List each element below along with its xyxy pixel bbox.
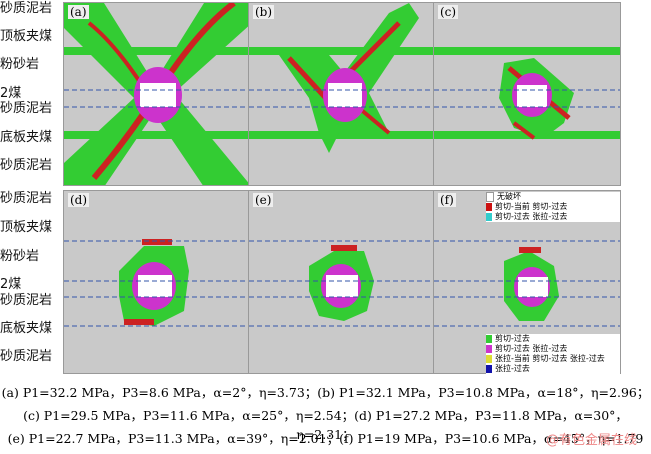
- panel-b-plot: [249, 3, 435, 153]
- panel-b: (b): [248, 2, 436, 186]
- panel-c: (c): [433, 2, 621, 186]
- caption-line-2: (c) P1=29.5 MPa，P3=11.6 MPa，α=25°，η=2.54…: [23, 408, 628, 442]
- stratum-label: 砂质泥岩: [0, 349, 53, 364]
- legend-item: 剪切-过去: [486, 334, 620, 344]
- legend-swatch: [486, 355, 492, 363]
- legend-label: 剪切-当前 剪切-过去: [495, 202, 568, 211]
- legend-swatch: [486, 335, 492, 343]
- stratum-label: 粉砂岩: [0, 57, 40, 72]
- stratum-label: 2煤: [0, 277, 22, 292]
- panel-tag: (e): [253, 193, 274, 207]
- panel-d-plot: [64, 239, 250, 327]
- legend-label: 张拉-当前 剪切-过去 张拉-过去: [495, 354, 605, 363]
- panel-a: (a): [63, 2, 251, 186]
- stratum-label: 砂质泥岩: [0, 1, 53, 16]
- legend-swatch: [486, 203, 492, 211]
- stratum-label: 砂质泥岩: [0, 158, 53, 173]
- legend-swatch: [486, 365, 492, 373]
- panel-tag: (d): [68, 193, 90, 207]
- legend-swatch: [486, 192, 494, 202]
- stratum-label: 砂质泥岩: [0, 101, 53, 116]
- watermark: @有色金属在线: [545, 433, 637, 448]
- panel-f-plot: [434, 240, 620, 327]
- legend-label: 无破坏: [497, 192, 521, 201]
- stratum-label: 顶板夹煤: [0, 220, 53, 235]
- legend-label: 剪切-过去: [495, 334, 530, 343]
- stratum-label: 粉砂岩: [0, 249, 40, 264]
- stratum-label: 砂质泥岩: [0, 293, 53, 308]
- stratum-label: 底板夹煤: [0, 321, 53, 336]
- caption-line-1: (a) P1=32.2 MPa，P3=8.6 MPa，α=2°，η=3.73；(…: [1, 385, 650, 400]
- stratum-label: 底板夹煤: [0, 130, 53, 145]
- stratum-label: 砂质泥岩: [0, 191, 53, 206]
- legend-item: 剪切-当前 剪切-过去: [486, 202, 620, 212]
- legend-item: 剪切-过去 张拉-过去: [486, 212, 620, 222]
- legend-label: 剪切-过去 张拉-过去: [495, 344, 568, 353]
- caption-line-3: (e) P1=22.7 MPa，P3=11.3 MPa，α=39°，η=2.01…: [7, 431, 644, 446]
- panel-tag: (b): [253, 5, 275, 19]
- legend-bottom: 剪切-过去 剪切-过去 张拉-过去 张拉-当前 剪切-过去 张拉-过去 张拉-过…: [486, 334, 620, 374]
- legend-swatch: [486, 345, 492, 353]
- legend-label: 剪切-过去 张拉-过去: [495, 212, 568, 221]
- stratum-label: 2煤: [0, 86, 22, 101]
- legend-item: 剪切-过去 张拉-过去: [486, 344, 620, 354]
- legend-item: 张拉-当前 剪切-过去 张拉-过去: [486, 354, 620, 364]
- legend-item: 无破坏: [486, 192, 620, 202]
- panel-d: (d): [63, 190, 251, 374]
- legend-item: 张拉-过去: [486, 364, 620, 374]
- panel-e-plot: [249, 240, 435, 327]
- panel-tag: (c): [438, 5, 459, 19]
- panel-c-plot: [434, 47, 620, 140]
- legend-top: 无破坏 剪切-当前 剪切-过去 剪切-过去 张拉-过去: [486, 192, 620, 222]
- panel-tag: (a): [68, 5, 89, 19]
- legend-label: 张拉-过去: [495, 364, 530, 373]
- legend-swatch: [486, 213, 492, 221]
- panel-tag: (f): [438, 193, 456, 207]
- panel-a-plot: [64, 3, 250, 185]
- panel-e: (e): [248, 190, 436, 374]
- stratum-label: 顶板夹煤: [0, 29, 53, 44]
